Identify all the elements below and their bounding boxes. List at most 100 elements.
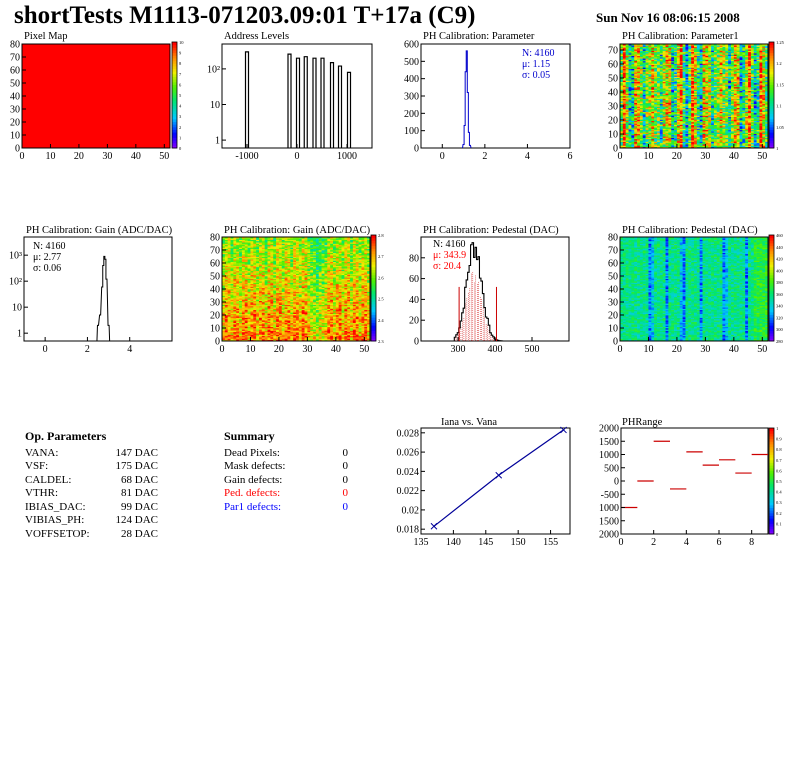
heatmap-cell (691, 142, 695, 145)
heatmap-cell (699, 46, 703, 49)
heatmap-cell (725, 86, 729, 89)
heatmap-cell (736, 123, 740, 125)
palette-cell (769, 95, 774, 99)
heatmap-cell (679, 97, 683, 99)
heatmap-cell (745, 123, 749, 125)
heatmap-cell (671, 93, 675, 95)
heatmap-cell (719, 115, 723, 118)
x-tick-label: 30 (700, 151, 710, 162)
heatmap-cell (728, 107, 732, 110)
palette-cell (769, 118, 774, 122)
heatmap-cell (654, 71, 658, 73)
heatmap-cell (674, 75, 678, 77)
heatmap-cell (719, 84, 723, 86)
heatmap-cell (733, 119, 737, 121)
heatmap-cell (620, 83, 624, 85)
heatmap-cell (762, 144, 766, 146)
heatmap-cell (753, 136, 757, 138)
heatmap-cell (705, 90, 709, 93)
heatmap-cell (634, 135, 638, 137)
heatmap-cell (682, 89, 686, 92)
heatmap-cell (665, 145, 669, 147)
heatmap-cell (654, 142, 658, 145)
heatmap-cell (639, 105, 644, 107)
heatmap-cell (662, 83, 666, 85)
heatmap-cell (662, 110, 666, 112)
heatmap-cell (676, 145, 681, 147)
heatmap-cell (719, 142, 723, 145)
heatmap-cell (645, 94, 649, 97)
heatmap-cell (622, 81, 626, 84)
heatmap-cell (702, 142, 706, 145)
heatmap-cell (696, 135, 700, 137)
heatmap-cell (736, 110, 740, 112)
heatmap-cell (725, 51, 729, 54)
heatmap-cell (708, 71, 712, 73)
heatmap-cell (224, 266, 228, 269)
heatmap-cell (642, 124, 646, 127)
palette-cell (172, 55, 177, 59)
heatmap-cell (625, 46, 629, 49)
heatmap-cell (648, 73, 652, 76)
heatmap-cell (654, 119, 658, 121)
heatmap-cell (688, 44, 692, 46)
heatmap-cell (639, 137, 644, 140)
heatmap-cell (634, 70, 638, 72)
heatmap-cell (659, 118, 663, 120)
heatmap-cell (753, 51, 757, 54)
heatmap-cell (748, 129, 752, 132)
heatmap-cell (748, 80, 752, 82)
heatmap-cell (728, 47, 732, 50)
heatmap-cell (762, 124, 766, 127)
heatmap-cell (748, 45, 752, 47)
heatmap-cell (713, 92, 718, 94)
heatmap-cell (645, 96, 649, 98)
heatmap-cell (739, 103, 743, 106)
heatmap-cell (759, 76, 763, 79)
heatmap-cell (713, 55, 718, 58)
heatmap-cell (625, 45, 629, 47)
heatmap-cell (657, 73, 661, 76)
heatmap-cell (719, 111, 723, 114)
heatmap-cell (654, 75, 658, 77)
heatmap-cell (620, 81, 624, 84)
palette-label: 1 (179, 135, 181, 140)
palette-frame (768, 41, 775, 149)
heatmap-cell (628, 54, 632, 56)
heatmap-cell (620, 138, 624, 141)
heatmap-cell (762, 140, 766, 142)
heatmap-cell (222, 242, 226, 244)
heatmap-cell (634, 97, 638, 99)
heatmap-cell (676, 112, 681, 115)
heatmap-cell (702, 54, 706, 56)
heatmap-cell (708, 131, 712, 133)
heatmap-cell (739, 102, 743, 105)
heatmap-cell (716, 99, 720, 102)
heatmap-cell (625, 128, 629, 131)
heatmap-cell (699, 86, 703, 89)
heatmap-cell (713, 145, 718, 147)
heatmap-cell (742, 109, 746, 111)
heatmap-cell (765, 80, 769, 82)
heatmap-cell (685, 81, 689, 84)
heatmap-cell (725, 84, 729, 86)
heatmap-cell (637, 136, 641, 138)
heatmap-cell (634, 54, 638, 56)
heatmap-cell (665, 119, 669, 121)
heatmap-cell (674, 128, 678, 131)
heatmap-cell (694, 107, 698, 110)
heatmap-cell (748, 90, 752, 93)
heatmap-cell (685, 71, 689, 73)
heatmap-cell (637, 92, 641, 94)
heatmap-cell (648, 136, 652, 138)
heatmap-cell (651, 73, 655, 76)
heatmap-cell (662, 55, 666, 58)
heatmap-cell (668, 46, 672, 49)
heatmap-cell (702, 145, 706, 147)
heatmap-cell (665, 120, 669, 123)
heatmap-cell (753, 123, 757, 125)
heatmap-cell (628, 57, 632, 59)
heatmap-cell (696, 137, 700, 140)
heatmap-cell (748, 47, 752, 50)
heatmap-cell (705, 62, 709, 64)
